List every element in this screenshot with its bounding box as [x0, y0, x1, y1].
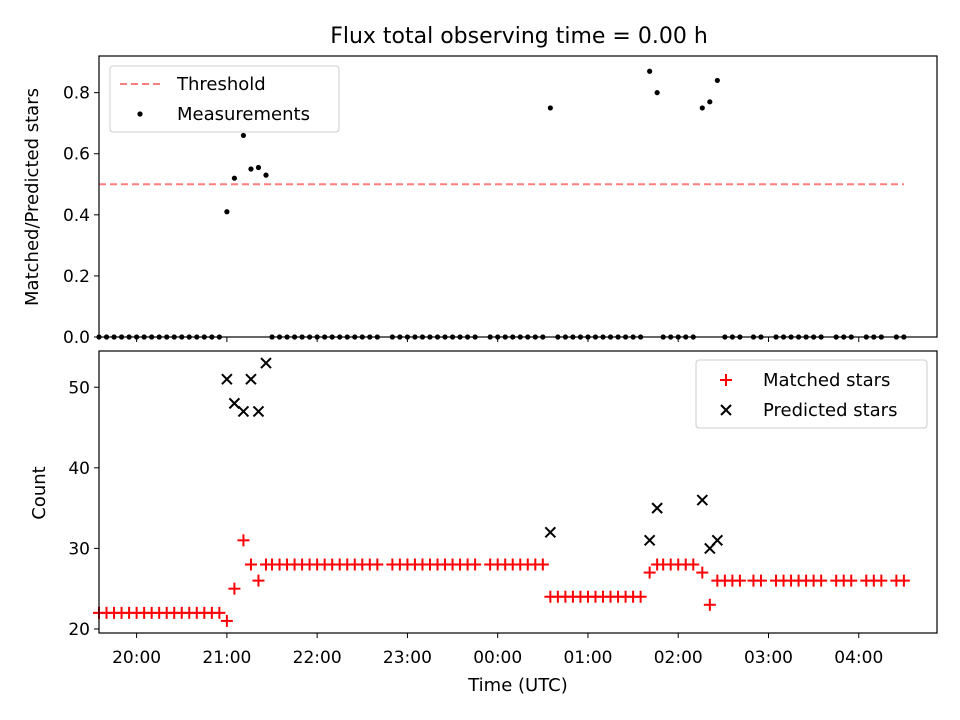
matched-star-point [371, 558, 384, 571]
x-tick-label: 21:00 [202, 648, 251, 668]
measurement-point [248, 166, 254, 172]
x-tick-label: 23:00 [383, 648, 432, 668]
measurement-point [231, 175, 238, 181]
x-axis-label: Time (UTC) [467, 675, 568, 696]
predicted-legend-label: Predicted stars [763, 400, 897, 421]
top-axes-frame [98, 55, 938, 338]
bottom-y-ticks: 20 30 40 50 [68, 378, 99, 640]
measurements-legend-label: Measurements [177, 104, 310, 125]
measurement-point [240, 132, 247, 139]
matched-star-point [244, 558, 257, 571]
predicted-star-point [544, 526, 557, 538]
measurement-point [714, 77, 720, 84]
predicted-star-point [711, 534, 724, 547]
matched-star-point [643, 566, 656, 579]
top-y-tick-label: 0.6 [63, 145, 90, 165]
top-x-ticks [136, 337, 860, 342]
bottom-y-tick-label: 50 [68, 378, 90, 398]
measurement-point [699, 105, 705, 111]
matched-star-point [634, 590, 647, 603]
predicted-star-point [252, 405, 265, 418]
predicted-star-point [260, 357, 272, 369]
bottom-plot-area [93, 357, 910, 627]
top-y-tick-label: 0.2 [63, 267, 90, 287]
top-panel: 0.00.20.40.60.8 Matched/Predicted stars … [22, 55, 938, 348]
matched-legend-marker [720, 374, 732, 386]
x-tick-label: 02:00 [654, 648, 703, 668]
x-tick-label: 01:00 [563, 648, 612, 668]
measurement-point [547, 105, 553, 111]
matched-star-point [220, 614, 233, 627]
measurement-point [255, 164, 262, 171]
bottom-y-tick-label: 30 [68, 539, 90, 559]
predicted-star-point [696, 494, 709, 506]
matched-star-point [845, 574, 858, 587]
x-tick-label: 04:00 [834, 648, 883, 668]
bottom-legend-box [695, 359, 928, 429]
matched-legend-label: Matched stars [763, 370, 890, 391]
matched-star-point [469, 558, 482, 571]
x-tick-label: 20:00 [112, 648, 161, 668]
predicted-legend-marker [720, 404, 732, 416]
matched-star-point [733, 574, 746, 587]
matched-star-point [754, 574, 767, 587]
matched-star-point [237, 534, 250, 547]
top-y-tick-label: 0.4 [63, 206, 90, 226]
matched-star-point [213, 606, 226, 619]
measurement-point [654, 90, 660, 96]
top-y-tick-label: 0.8 [63, 84, 90, 104]
matched-star-point [703, 598, 716, 611]
matched-star-point [252, 574, 265, 587]
predicted-star-point [651, 502, 663, 514]
top-y-tick-label: 0.0 [63, 328, 90, 348]
bottom-x-ticks: 20:00 21:00 22:00 23:00 00:00 01:00 02:00 03:00… [112, 633, 883, 668]
x-tick-label: 00:00 [473, 648, 522, 668]
bottom-y-tick-label: 20 [68, 620, 90, 640]
measurements-legend-marker [137, 111, 143, 117]
bottom-y-axis-label: Count [29, 466, 50, 519]
matched-star-point [897, 574, 910, 587]
matched-star-point [815, 574, 828, 587]
x-tick-label: 03:00 [744, 648, 793, 668]
measurement-point [647, 68, 653, 74]
chart-title: Flux total observing time = 0.00 h [330, 24, 708, 49]
matched-star-point [536, 558, 549, 571]
predicted-star-point [237, 405, 250, 418]
matched-star-point [696, 566, 709, 579]
predicted-star-point [643, 534, 656, 547]
x-tick-label: 22:00 [293, 648, 342, 668]
bottom-y-tick-label: 40 [68, 459, 90, 479]
bottom-legend: Matched stars Predicted stars [695, 359, 928, 429]
predicted-star-point [221, 373, 233, 385]
measurement-point [707, 99, 713, 105]
measurement-point [224, 209, 230, 215]
bottom-panel: 20 30 40 50 20:00 21:00 22:00 23:00 00:00 01:00 0… [29, 350, 938, 696]
top-y-axis-label: Matched/Predicted stars [22, 88, 43, 306]
matched-star-point [875, 574, 888, 587]
matched-star-point [687, 558, 700, 571]
threshold-legend-label: Threshold [176, 74, 266, 95]
top-legend: Threshold Measurements [109, 65, 340, 133]
top-legend-box [109, 65, 340, 133]
bottom-axes-frame [98, 350, 938, 634]
measurement-point [263, 172, 269, 178]
top-y-ticks: 0.0 0.2 0.4 0.6 0.8 [63, 84, 99, 348]
matched-star-point [228, 582, 241, 595]
predicted-star-point [245, 373, 257, 385]
predicted-star-point [228, 397, 241, 410]
